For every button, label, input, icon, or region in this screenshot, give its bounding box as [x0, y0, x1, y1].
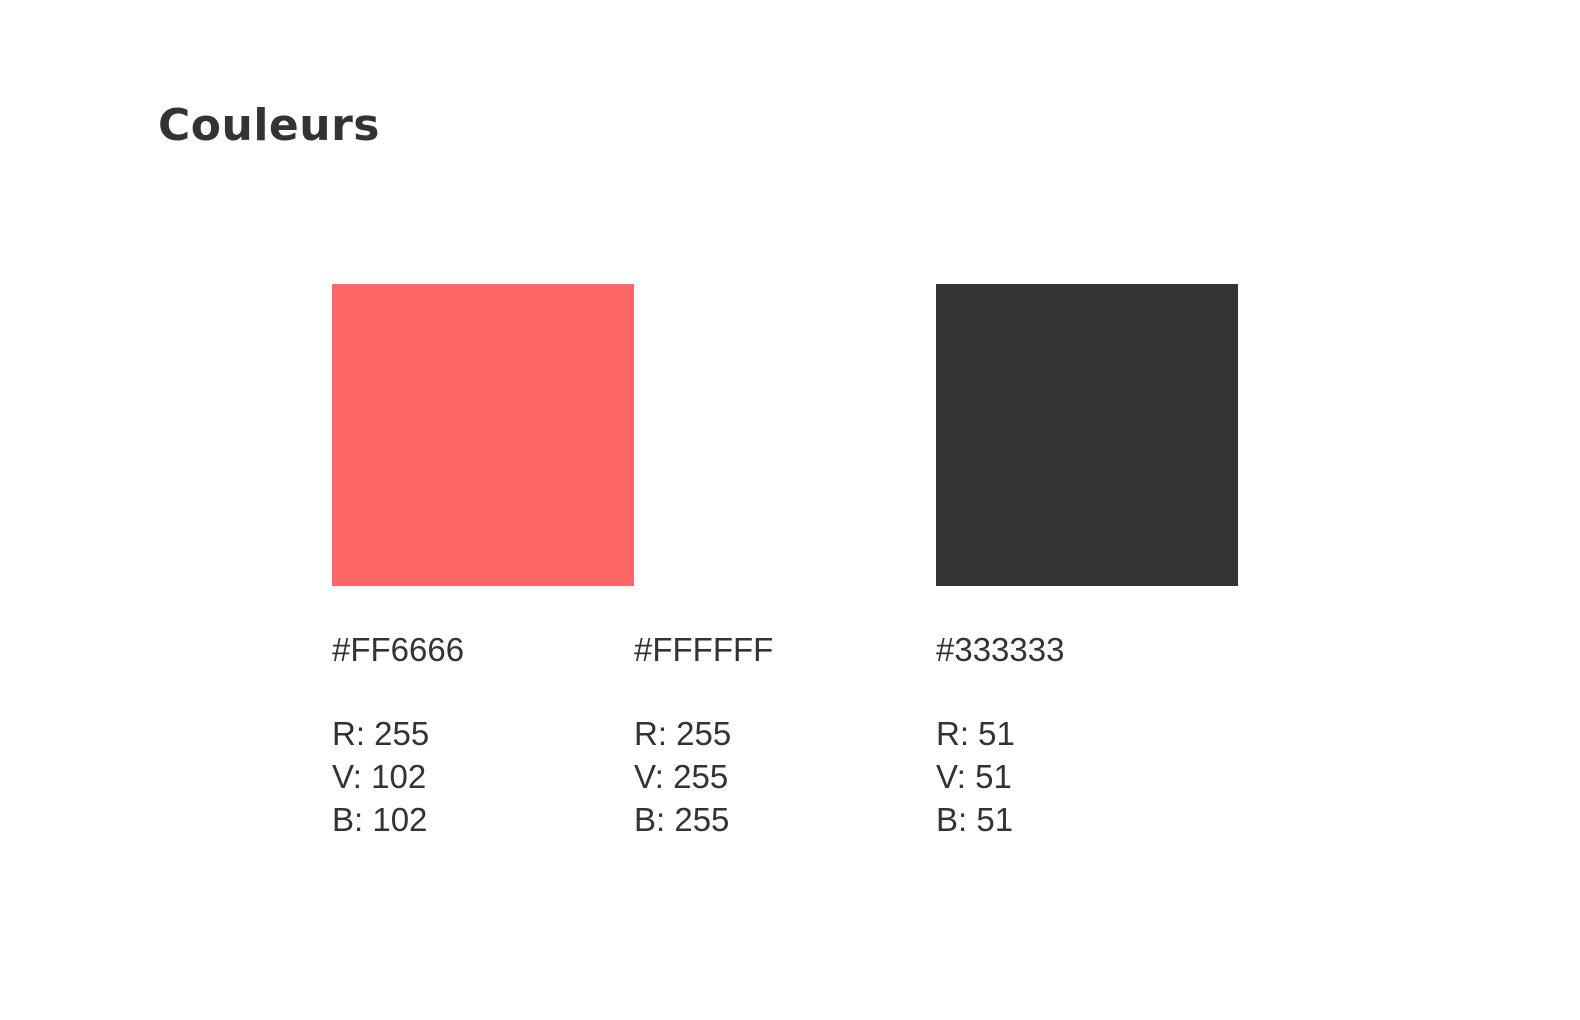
green-value: V: 51 [936, 758, 1012, 795]
rgb-values: R: 255 V: 102 B: 102 [332, 712, 634, 841]
color-swatch [936, 284, 1238, 586]
color-swatch [332, 284, 634, 586]
green-value: V: 102 [332, 758, 427, 795]
color-swatch [634, 284, 936, 586]
rgb-values: R: 255 V: 255 B: 255 [634, 712, 936, 841]
color-palette: #FF6666 R: 255 V: 102 B: 102 #FFFFFF R: … [332, 284, 1238, 841]
hex-code: #333333 [936, 631, 1065, 668]
red-value: R: 51 [936, 715, 1015, 752]
green-value: V: 255 [634, 758, 729, 795]
page-title: Couleurs [158, 100, 380, 151]
rgb-values: R: 51 V: 51 B: 51 [936, 712, 1238, 841]
hex-code: #FF6666 [332, 631, 465, 668]
blue-value: B: 102 [332, 801, 428, 838]
hex-code: #FFFFFF [634, 631, 774, 668]
red-value: R: 255 [332, 715, 430, 752]
blue-value: B: 255 [634, 801, 730, 838]
red-value: R: 255 [634, 715, 732, 752]
swatch-card-dark: #333333 R: 51 V: 51 B: 51 [936, 284, 1238, 841]
blue-value: B: 51 [936, 801, 1014, 838]
swatch-card-primary: #FF6666 R: 255 V: 102 B: 102 [332, 284, 634, 841]
swatch-card-white: #FFFFFF R: 255 V: 255 B: 255 [634, 284, 936, 841]
